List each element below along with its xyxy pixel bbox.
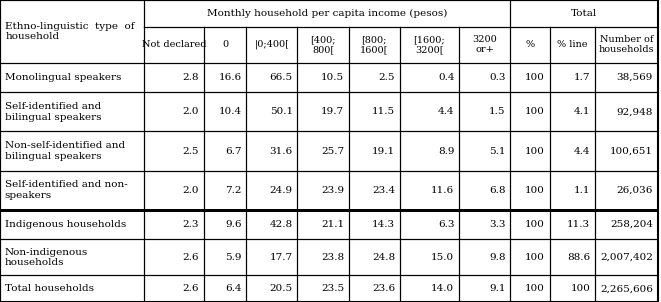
- Text: 0.4: 0.4: [438, 73, 454, 82]
- Text: 7.2: 7.2: [225, 186, 242, 194]
- Text: 100: 100: [525, 146, 545, 156]
- Text: 21.1: 21.1: [321, 220, 344, 229]
- Text: Self-identified and non-
speakers: Self-identified and non- speakers: [5, 180, 128, 200]
- Text: |0;400[: |0;400[: [254, 40, 290, 49]
- Text: 88.6: 88.6: [567, 253, 590, 262]
- Text: 2.0: 2.0: [182, 186, 199, 194]
- Text: Non-indigenous
households: Non-indigenous households: [5, 248, 88, 267]
- Text: 2.3: 2.3: [182, 220, 199, 229]
- Text: 23.4: 23.4: [372, 186, 395, 194]
- Text: % line: % line: [557, 40, 588, 49]
- Text: 9.6: 9.6: [225, 220, 242, 229]
- Text: 100: 100: [525, 108, 545, 116]
- Text: 15.0: 15.0: [431, 253, 454, 262]
- Text: Indigenous households: Indigenous households: [5, 220, 126, 229]
- Text: Total households: Total households: [5, 284, 94, 293]
- Text: 9.8: 9.8: [489, 253, 506, 262]
- Text: 258,204: 258,204: [610, 220, 653, 229]
- Text: 24.8: 24.8: [372, 253, 395, 262]
- Text: Monolingual speakers: Monolingual speakers: [5, 73, 121, 82]
- Text: Ethno-linguistic  type  of
household: Ethno-linguistic type of household: [5, 22, 135, 41]
- Text: 2.6: 2.6: [182, 284, 199, 293]
- Text: 2.8: 2.8: [182, 73, 199, 82]
- Text: 1.7: 1.7: [574, 73, 590, 82]
- Text: 11.5: 11.5: [372, 108, 395, 116]
- Text: 1.5: 1.5: [489, 108, 506, 116]
- Text: 5.9: 5.9: [225, 253, 242, 262]
- Text: 31.6: 31.6: [270, 146, 293, 156]
- Text: [800;
1600[: [800; 1600[: [360, 35, 388, 54]
- Text: 23.6: 23.6: [372, 284, 395, 293]
- Text: 2,007,402: 2,007,402: [600, 253, 653, 262]
- Text: [400;
800[: [400; 800[: [310, 35, 336, 54]
- Text: 23.5: 23.5: [321, 284, 344, 293]
- Text: 3.3: 3.3: [489, 220, 506, 229]
- Text: 100,651: 100,651: [610, 146, 653, 156]
- Text: 9.1: 9.1: [489, 284, 506, 293]
- Text: 0: 0: [222, 40, 228, 49]
- Text: 66.5: 66.5: [270, 73, 293, 82]
- Text: 8.9: 8.9: [438, 146, 454, 156]
- Text: 50.1: 50.1: [270, 108, 293, 116]
- Text: 26,036: 26,036: [617, 186, 653, 194]
- Text: 10.4: 10.4: [219, 108, 242, 116]
- Text: 100: 100: [525, 220, 545, 229]
- Text: 100: 100: [525, 73, 545, 82]
- Text: 11.6: 11.6: [431, 186, 454, 194]
- Text: Number of
households: Number of households: [598, 35, 654, 54]
- Text: 0.3: 0.3: [489, 73, 506, 82]
- Text: 14.0: 14.0: [431, 284, 454, 293]
- Text: 2.5: 2.5: [182, 146, 199, 156]
- Text: 92,948: 92,948: [617, 108, 653, 116]
- Text: 6.3: 6.3: [438, 220, 454, 229]
- Text: 2.6: 2.6: [182, 253, 199, 262]
- Text: 23.8: 23.8: [321, 253, 344, 262]
- Text: 17.7: 17.7: [270, 253, 293, 262]
- Text: Self-identified and
bilingual speakers: Self-identified and bilingual speakers: [5, 102, 101, 122]
- Text: 23.9: 23.9: [321, 186, 344, 194]
- Text: 10.5: 10.5: [321, 73, 344, 82]
- Text: 14.3: 14.3: [372, 220, 395, 229]
- Text: 2,265,606: 2,265,606: [600, 284, 653, 293]
- Text: 100: 100: [525, 253, 545, 262]
- Text: 11.3: 11.3: [567, 220, 590, 229]
- Text: 4.1: 4.1: [574, 108, 590, 116]
- Text: 4.4: 4.4: [574, 146, 590, 156]
- Text: 6.7: 6.7: [225, 146, 242, 156]
- Text: 3200
or+: 3200 or+: [472, 35, 497, 54]
- Text: [1600;
3200[: [1600; 3200[: [414, 35, 445, 54]
- Text: 100: 100: [570, 284, 590, 293]
- Text: 6.4: 6.4: [225, 284, 242, 293]
- Text: 5.1: 5.1: [489, 146, 506, 156]
- Text: 16.6: 16.6: [219, 73, 242, 82]
- Text: 2.5: 2.5: [379, 73, 395, 82]
- Text: %: %: [525, 40, 534, 49]
- Text: 19.7: 19.7: [321, 108, 344, 116]
- Text: 100: 100: [525, 186, 545, 194]
- Text: Total: Total: [570, 9, 597, 18]
- Text: 38,569: 38,569: [617, 73, 653, 82]
- Text: 100: 100: [525, 284, 545, 293]
- Text: 19.1: 19.1: [372, 146, 395, 156]
- Text: Not declared: Not declared: [141, 40, 206, 49]
- Text: 4.4: 4.4: [438, 108, 454, 116]
- Text: 20.5: 20.5: [270, 284, 293, 293]
- Text: Monthly household per capita income (pesos): Monthly household per capita income (pes…: [207, 9, 447, 18]
- Text: 2.0: 2.0: [182, 108, 199, 116]
- Text: 6.8: 6.8: [489, 186, 506, 194]
- Text: 1.1: 1.1: [574, 186, 590, 194]
- Text: 42.8: 42.8: [270, 220, 293, 229]
- Text: 25.7: 25.7: [321, 146, 344, 156]
- Text: Non-self-identified and
bilingual speakers: Non-self-identified and bilingual speake…: [5, 141, 125, 161]
- Text: 24.9: 24.9: [270, 186, 293, 194]
